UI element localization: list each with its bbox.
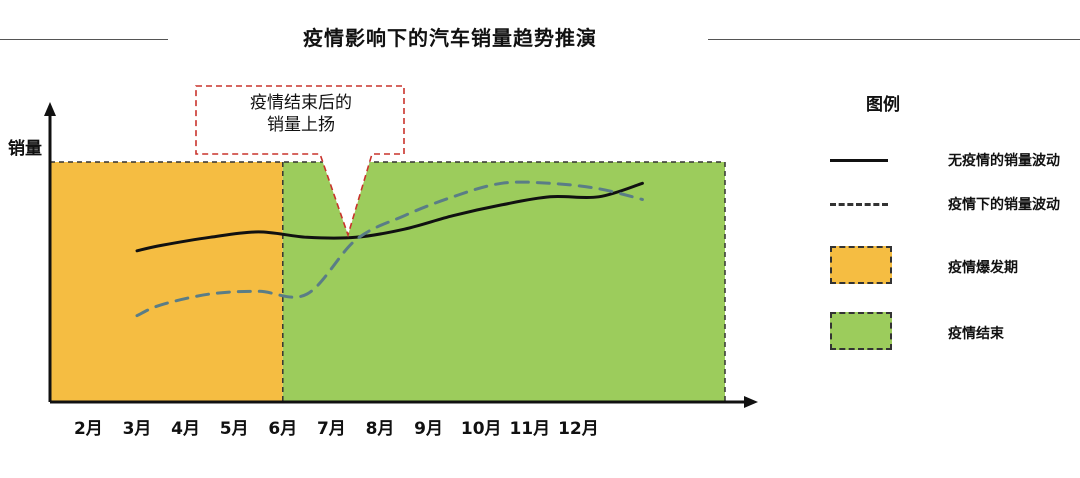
- region-border: [50, 161, 726, 402]
- legend-dashed-line-swatch: [830, 203, 888, 206]
- legend-item-epidemic: 疫情下的销量波动: [830, 184, 1080, 224]
- x-tick-label: 5月: [220, 419, 249, 439]
- y-axis-arrow: [44, 102, 56, 116]
- x-tick-label: 6月: [268, 419, 297, 439]
- x-tick-label: 10月: [461, 419, 502, 439]
- legend-label: 无疫情的销量波动: [948, 153, 1060, 169]
- y-axis-label: 销量: [8, 139, 42, 159]
- callout-box: [195, 85, 405, 238]
- x-tick-label: 3月: [123, 419, 152, 439]
- legend-ended-swatch: [830, 312, 892, 350]
- x-tick-layer: 2月 3月 4月 5月 6月 7月 8月 9月 10月 11月 12月: [74, 419, 599, 439]
- legend-label: 疫情结束: [948, 326, 1004, 342]
- x-tick-label: 7月: [317, 419, 346, 439]
- x-tick-label: 2月: [74, 419, 103, 439]
- region-outbreak: [50, 162, 283, 402]
- x-axis-arrow: [744, 396, 758, 408]
- region-layer: [50, 161, 726, 402]
- legend-title: 图例: [866, 95, 900, 115]
- legend-item-no-epidemic: 无疫情的销量波动: [830, 140, 1080, 180]
- x-tick-label: 12月: [558, 419, 599, 439]
- legend-solid-line-swatch: [830, 159, 888, 162]
- callout-shape: [195, 85, 405, 238]
- chart-title: 疫情影响下的汽车销量趋势推演: [303, 26, 597, 50]
- legend-item-ended: 疫情结束: [830, 312, 1080, 352]
- series-line-no-epidemic: [135, 181, 644, 253]
- title-rule-left: [0, 39, 168, 40]
- x-tick-label: 8月: [366, 419, 395, 439]
- series-layer: [135, 180, 644, 318]
- axes-layer: [44, 102, 758, 408]
- legend-outbreak-swatch: [830, 246, 892, 284]
- x-tick-label: 11月: [509, 419, 550, 439]
- title-rule-right: [708, 39, 1080, 40]
- callout-line-1: 疫情结束后的: [250, 93, 352, 113]
- legend-label: 疫情下的销量波动: [948, 197, 1060, 213]
- legend-label: 疫情爆发期: [948, 260, 1018, 276]
- series-line-epidemic: [135, 180, 644, 318]
- x-tick-label: 9月: [414, 419, 443, 439]
- legend-item-outbreak: 疫情爆发期: [830, 246, 1080, 286]
- callout-text: 疫情结束后的 销量上扬: [196, 92, 406, 136]
- x-tick-label: 4月: [171, 419, 200, 439]
- callout-line-2: 销量上扬: [267, 115, 335, 135]
